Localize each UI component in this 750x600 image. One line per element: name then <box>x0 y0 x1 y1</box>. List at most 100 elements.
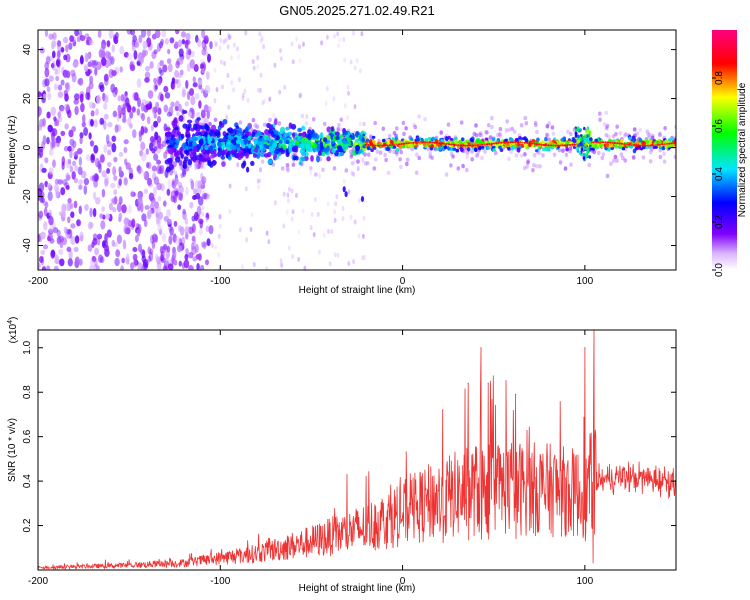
spectrogram-cell <box>96 237 101 246</box>
spectrogram-cell <box>227 104 231 110</box>
spectrogram-cell <box>566 144 569 147</box>
spectrogram-cell <box>118 212 123 220</box>
spectrogram-cell <box>604 125 609 131</box>
spectrogram-cell <box>309 170 313 176</box>
spectrogram-cell <box>124 158 128 166</box>
y-tick-label: 1.0 <box>22 340 33 354</box>
spectrogram-cell <box>161 30 167 38</box>
spectrogram-cell <box>88 265 95 270</box>
spectrogram-cell <box>166 188 171 196</box>
spectrogram-cell <box>453 140 458 144</box>
spectrogram-cell <box>68 129 74 138</box>
spectrogram-cell <box>42 118 46 127</box>
spectrogram-cell <box>438 142 441 145</box>
spectrogram-cell <box>268 124 274 131</box>
spectrogram-cell <box>111 69 117 77</box>
spectrogram-cell <box>247 135 252 141</box>
spectrogram-cell <box>342 140 348 145</box>
spectrogram-cell <box>523 143 528 147</box>
spectrogram-cell <box>243 137 249 145</box>
spectrogram-cell <box>156 159 162 165</box>
spectrogram-cell <box>322 232 326 238</box>
spectrogram-cell <box>219 37 223 43</box>
spectrogram-cell <box>286 192 290 198</box>
spectrogram-cell <box>483 143 486 146</box>
spectrogram-cell <box>609 143 614 148</box>
spectrogram-cell <box>124 227 130 235</box>
spectrogram-cell <box>48 167 54 175</box>
spectrogram-cell <box>227 134 232 140</box>
spectrogram-cell <box>64 103 70 112</box>
spectrogram-cell <box>414 170 419 175</box>
spectrogram-cell <box>245 237 249 243</box>
spectrogram-cell <box>123 177 128 186</box>
spectrogram-cell <box>87 244 93 252</box>
spectrogram-cell <box>628 143 631 146</box>
spectrogram-cell <box>174 41 179 49</box>
spectrogram-cell <box>58 235 64 243</box>
spectrogram-cell <box>70 235 76 245</box>
spectrogram-cell <box>91 59 97 69</box>
spectrogram-cell <box>336 127 341 132</box>
spectrogram-cell <box>138 34 143 44</box>
spectrogram-cell <box>175 138 180 144</box>
spectrogram-cell <box>61 156 66 166</box>
spectrogram-cell <box>184 253 189 261</box>
spectrogram-cell <box>392 149 396 155</box>
spectrogram-cell <box>415 152 419 157</box>
spectrogram-cell <box>564 152 569 157</box>
spectrogram-cell <box>186 47 191 55</box>
spectrogram-cell <box>46 86 51 93</box>
spectrogram-cell <box>48 228 54 235</box>
spectrogram-cell <box>172 233 177 243</box>
spectrogram-cell <box>364 143 368 146</box>
spectrogram-cell <box>69 35 74 43</box>
spectrogram-cell <box>554 144 557 147</box>
spectrogram-cell <box>188 142 193 147</box>
spectrogram-cell <box>498 134 503 139</box>
spectrogram-cell <box>64 82 69 90</box>
spectrogram-cell <box>662 159 667 164</box>
spectrogram-cell <box>183 259 190 269</box>
spectrogram-cell <box>204 131 208 136</box>
spectrogram-cell <box>566 129 570 134</box>
spectrogram-cell <box>74 30 80 37</box>
spectrogram-cell <box>534 122 538 128</box>
spectrogram-cell <box>326 201 330 207</box>
spectrogram-cell <box>366 152 371 157</box>
spectrogram-cell <box>87 68 93 75</box>
spectrogram-cell <box>170 101 175 108</box>
spectrogram-cell <box>226 73 230 78</box>
spectrogram-cell <box>399 164 403 170</box>
spectrogram-cell <box>209 41 213 50</box>
spectrogram-cell <box>91 255 97 263</box>
spectrogram-cell <box>147 177 152 186</box>
spectrogram-cell <box>184 149 189 155</box>
spectrogram-cell <box>67 197 72 204</box>
spectrogram-cell <box>149 136 155 143</box>
spectrogram-cell <box>164 37 169 45</box>
spectrogram-cell <box>99 154 105 164</box>
spectrogram-cell <box>51 40 57 48</box>
spectrogram-cell <box>54 83 58 91</box>
y-tick-label: 20 <box>22 93 33 105</box>
spectrogram-cell <box>638 137 643 143</box>
spectrogram-cell <box>347 189 351 195</box>
spectrogram-cell <box>191 242 195 251</box>
spectrogram-cell <box>597 150 601 156</box>
spectrogram-cell <box>188 265 194 270</box>
spectrogram-cell <box>298 161 303 166</box>
spectrogram-cell <box>632 138 636 143</box>
spectrogram-cell <box>124 256 130 264</box>
spectrogram-cell <box>191 223 196 234</box>
spectrogram-cell <box>252 65 256 71</box>
spectrogram-cell <box>81 170 87 179</box>
spectrogram-cell <box>69 149 73 159</box>
spectrogram-cell <box>291 254 294 259</box>
spectrogram-cell <box>372 166 377 171</box>
spectrogram-cell <box>90 154 96 164</box>
spectrogram-cell <box>416 137 420 143</box>
spectrogram-cell <box>649 144 652 147</box>
spectrogram-cell <box>194 160 199 170</box>
spectrogram-cell <box>623 158 627 163</box>
